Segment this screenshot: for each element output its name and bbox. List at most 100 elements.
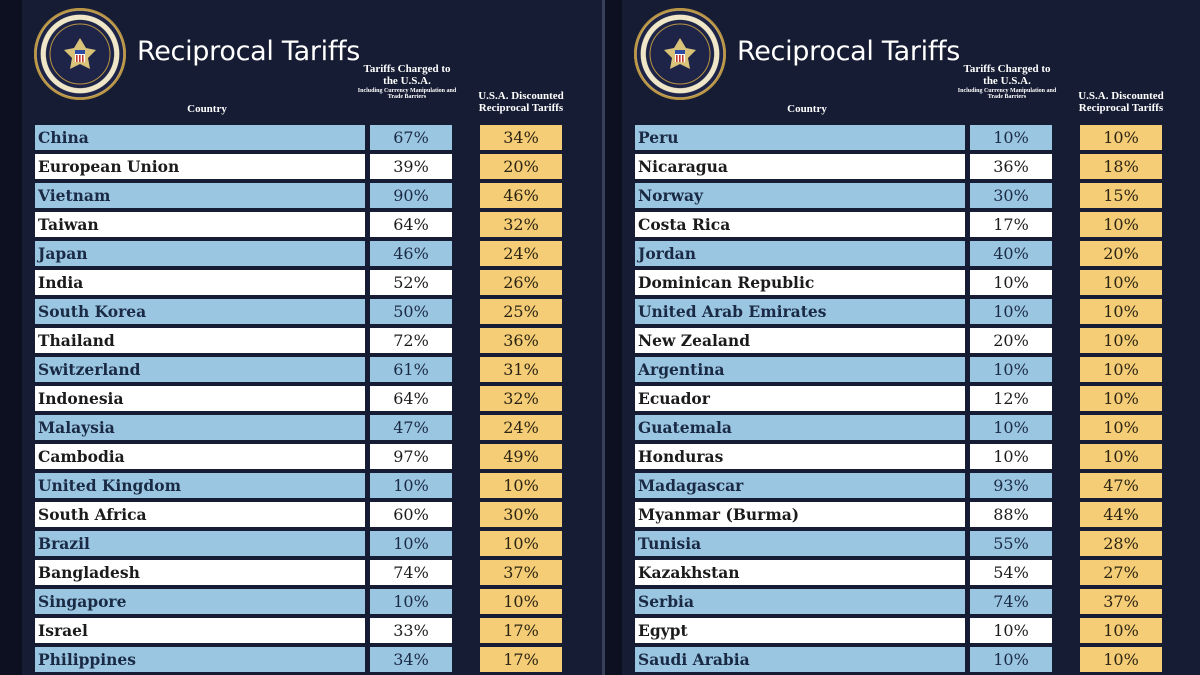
charged-cell: 40%: [970, 241, 1052, 266]
table-row: Costa Rica 17% 10%: [622, 211, 1200, 240]
discounted-cell: 24%: [480, 241, 562, 266]
charged-cell: 30%: [970, 183, 1052, 208]
table-row: China 67% 34%: [22, 124, 602, 153]
panel-divider: [602, 0, 605, 675]
country-cell: Taiwan: [35, 212, 365, 237]
table-row: New Zealand 20% 10%: [622, 327, 1200, 356]
charged-cell: 64%: [370, 212, 452, 237]
country-cell: Argentina: [635, 357, 965, 382]
discounted-cell: 31%: [480, 357, 562, 382]
discounted-cell: 10%: [1080, 212, 1162, 237]
discounted-cell: 10%: [1080, 357, 1162, 382]
table-row: Norway 30% 15%: [622, 182, 1200, 211]
charged-header-label: Tariffs Charged to the U.S.A.: [963, 63, 1051, 87]
charged-cell: 54%: [970, 560, 1052, 585]
country-cell: Cambodia: [35, 444, 365, 469]
charged-cell: 55%: [970, 531, 1052, 556]
country-cell: Japan: [35, 241, 365, 266]
charged-cell: 10%: [970, 647, 1052, 672]
charged-cell: 39%: [370, 154, 452, 179]
table-row: Philippines 34% 17%: [22, 646, 602, 675]
panel-title: Reciprocal Tariffs: [137, 36, 360, 67]
tariff-panel-left: Reciprocal Tariffs Tariffs Charged to th…: [22, 0, 602, 675]
charged-header-sublabel: Including Currency Manipulation and Trad…: [357, 88, 457, 101]
discounted-cell: 37%: [480, 560, 562, 585]
charged-column-header: Tariffs Charged to the U.S.A. Including …: [357, 63, 457, 101]
table-row: Thailand 72% 36%: [22, 327, 602, 356]
table-row: United Arab Emirates 10% 10%: [622, 298, 1200, 327]
table-row: European Union 39% 20%: [22, 153, 602, 182]
table-row: Taiwan 64% 32%: [22, 211, 602, 240]
table-row: Brazil 10% 10%: [22, 530, 602, 559]
discounted-cell: 10%: [1080, 328, 1162, 353]
country-cell: Dominican Republic: [635, 270, 965, 295]
discounted-cell: 32%: [480, 212, 562, 237]
discounted-cell: 37%: [1080, 589, 1162, 614]
discounted-cell: 47%: [1080, 473, 1162, 498]
discounted-cell: 49%: [480, 444, 562, 469]
table-row: Saudi Arabia 10% 10%: [622, 646, 1200, 675]
charged-cell: 10%: [970, 415, 1052, 440]
country-cell: Saudi Arabia: [635, 647, 965, 672]
discounted-cell: 46%: [480, 183, 562, 208]
charged-cell: 10%: [970, 618, 1052, 643]
charged-cell: 10%: [370, 531, 452, 556]
discounted-column-header: U.S.A. Discounted Reciprocal Tariffs: [1078, 90, 1164, 115]
country-cell: Nicaragua: [635, 154, 965, 179]
country-cell: New Zealand: [635, 328, 965, 353]
discounted-cell: 10%: [480, 531, 562, 556]
charged-cell: 10%: [370, 589, 452, 614]
discounted-cell: 15%: [1080, 183, 1162, 208]
charged-cell: 74%: [370, 560, 452, 585]
charged-cell: 61%: [370, 357, 452, 382]
discounted-cell: 10%: [1080, 647, 1162, 672]
discounted-cell: 27%: [1080, 560, 1162, 585]
table-row: Nicaragua 36% 18%: [622, 153, 1200, 182]
charged-header-label: Tariffs Charged to the U.S.A.: [363, 63, 451, 87]
discounted-cell: 10%: [1080, 299, 1162, 324]
discounted-column-header: U.S.A. Discounted Reciprocal Tariffs: [478, 90, 564, 115]
discounted-cell: 10%: [1080, 125, 1162, 150]
charged-cell: 67%: [370, 125, 452, 150]
table-row: Madagascar 93% 47%: [622, 472, 1200, 501]
table-row: Serbia 74% 37%: [622, 588, 1200, 617]
panel-title: Reciprocal Tariffs: [737, 36, 960, 67]
table-row: Malaysia 47% 24%: [22, 414, 602, 443]
discounted-cell: 10%: [480, 589, 562, 614]
country-column-header: Country: [187, 103, 227, 115]
charged-cell: 74%: [970, 589, 1052, 614]
country-cell: Norway: [635, 183, 965, 208]
table-row: Tunisia 55% 28%: [622, 530, 1200, 559]
country-cell: Singapore: [35, 589, 365, 614]
table-row: Indonesia 64% 32%: [22, 385, 602, 414]
table-row: Ecuador 12% 10%: [622, 385, 1200, 414]
discounted-cell: 10%: [1080, 270, 1162, 295]
country-cell: Peru: [635, 125, 965, 150]
discounted-cell: 10%: [1080, 444, 1162, 469]
tariff-rows-left: China 67% 34% European Union 39% 20% Vietnam…: [22, 124, 602, 675]
table-row: Kazakhstan 54% 27%: [622, 559, 1200, 588]
country-cell: India: [35, 270, 365, 295]
charged-cell: 46%: [370, 241, 452, 266]
charged-header-sublabel: Including Currency Manipulation and Trad…: [957, 88, 1057, 101]
country-cell: Jordan: [635, 241, 965, 266]
charged-cell: 10%: [970, 444, 1052, 469]
charged-cell: 36%: [970, 154, 1052, 179]
country-cell: Egypt: [635, 618, 965, 643]
table-row: South Korea 50% 25%: [22, 298, 602, 327]
discounted-cell: 10%: [1080, 618, 1162, 643]
discounted-cell: 18%: [1080, 154, 1162, 179]
charged-cell: 72%: [370, 328, 452, 353]
country-cell: South Korea: [35, 299, 365, 324]
country-column-header: Country: [787, 103, 827, 115]
table-row: Egypt 10% 10%: [622, 617, 1200, 646]
country-cell: Brazil: [35, 531, 365, 556]
country-cell: China: [35, 125, 365, 150]
charged-cell: 10%: [370, 473, 452, 498]
charged-cell: 10%: [970, 299, 1052, 324]
table-row: Switzerland 61% 31%: [22, 356, 602, 385]
country-cell: Tunisia: [635, 531, 965, 556]
country-cell: Serbia: [635, 589, 965, 614]
country-cell: Honduras: [635, 444, 965, 469]
